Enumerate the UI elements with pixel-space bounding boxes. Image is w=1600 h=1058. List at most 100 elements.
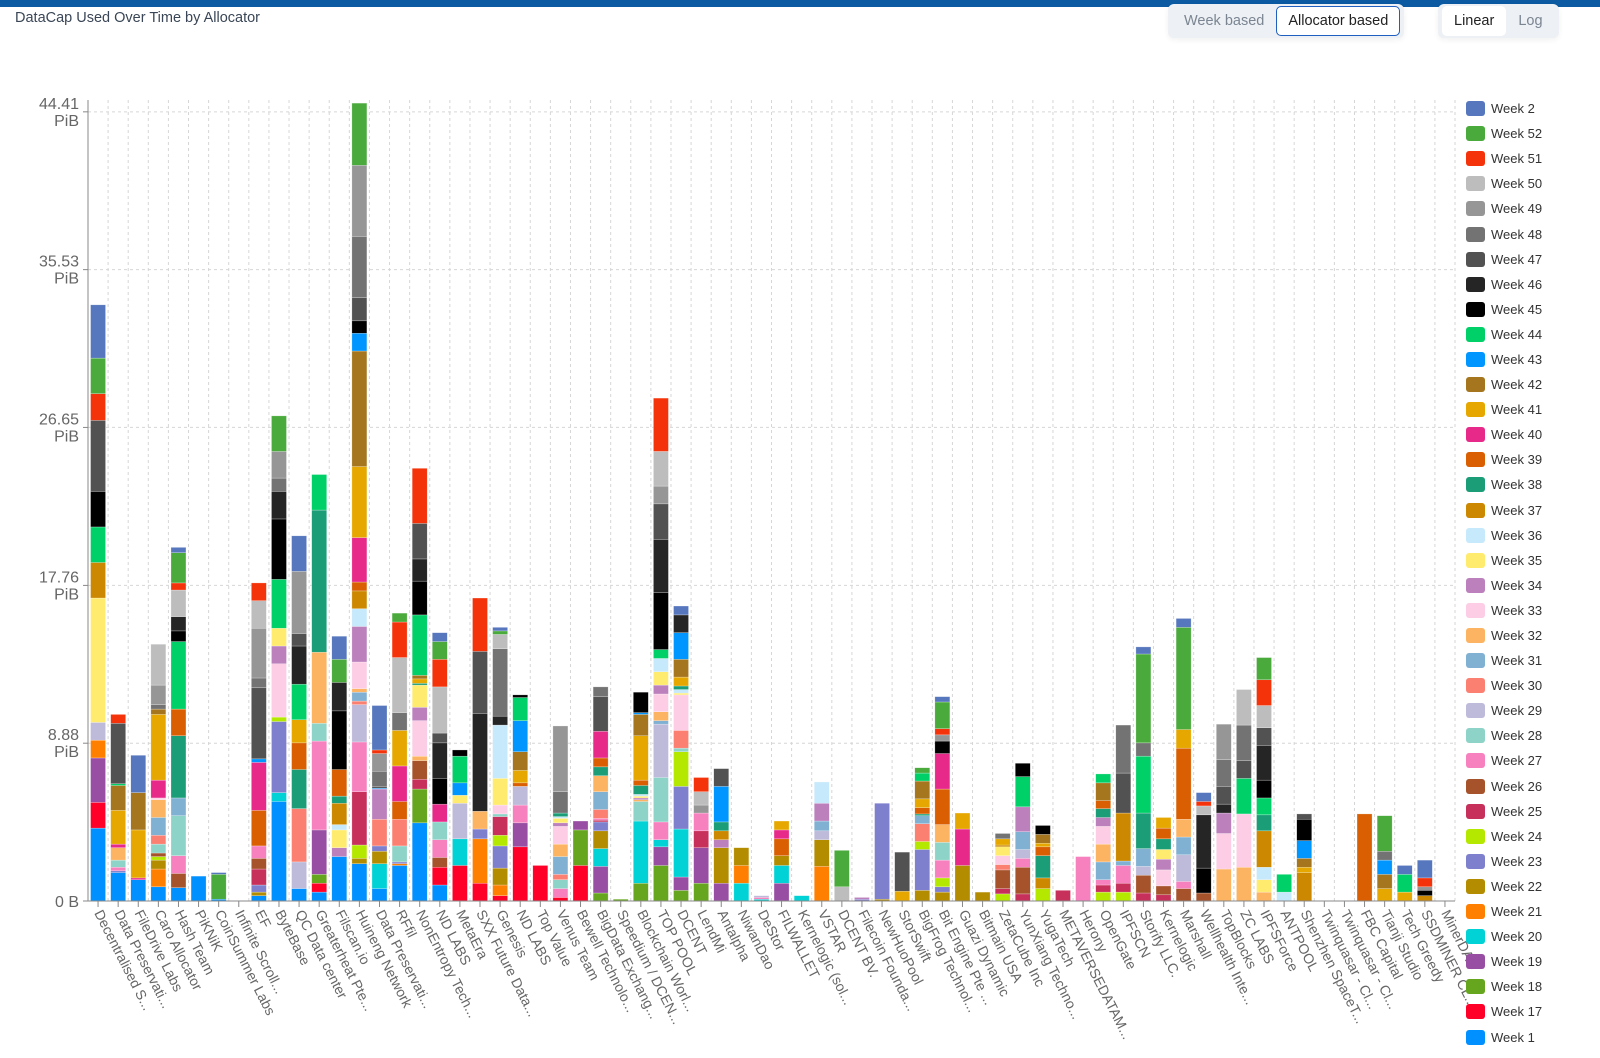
- legend-item[interactable]: Week 48: [1466, 221, 1542, 246]
- legend-item[interactable]: Week 45: [1466, 297, 1542, 322]
- bar-segment-week-47: [110, 723, 126, 784]
- legend-item[interactable]: Week 27: [1466, 748, 1542, 773]
- legend-item[interactable]: Week 50: [1466, 171, 1542, 196]
- bar-segment-week-32: [150, 799, 167, 818]
- bar-segment-week-42: [130, 792, 147, 831]
- bar-segment-week-32: [592, 775, 609, 792]
- legend-swatch: [1466, 326, 1485, 342]
- bar-segment-week-36: [1276, 891, 1292, 902]
- bar-segment-week-27: [432, 839, 448, 858]
- legend-item[interactable]: Week 32: [1466, 623, 1542, 648]
- bar-segment-week-39: [331, 769, 348, 797]
- bar-segment-week-34: [552, 822, 569, 827]
- legend-swatch: [1466, 126, 1485, 142]
- legend-item[interactable]: Week 28: [1466, 723, 1542, 748]
- legend-item[interactable]: Week 35: [1466, 548, 1542, 573]
- bar-segment-week-29: [90, 722, 106, 741]
- legend-item[interactable]: Week 39: [1466, 447, 1542, 472]
- bar-segment-week-23: [914, 849, 931, 891]
- legend-item[interactable]: Week 23: [1466, 849, 1542, 874]
- bar-segment-week-17: [90, 802, 106, 829]
- bar-segment-week-48: [994, 833, 1011, 840]
- bar-segment-week-27: [311, 740, 327, 831]
- bar-segment-week-47: [411, 523, 428, 560]
- legend-item[interactable]: Week 51: [1466, 146, 1542, 171]
- bar-segment-week-44: [1095, 773, 1111, 784]
- legend-item[interactable]: Week 47: [1466, 247, 1542, 272]
- bar-segment-week-50: [170, 589, 187, 617]
- legend-item[interactable]: Week 33: [1466, 598, 1542, 623]
- legend-item[interactable]: Week 21: [1466, 899, 1542, 924]
- bar-segment-week-41: [673, 676, 689, 687]
- legend-item[interactable]: Week 46: [1466, 272, 1542, 297]
- bar-segment-week-40: [954, 828, 971, 866]
- bar-segment-week-30: [371, 819, 388, 847]
- linear-scale-button[interactable]: Linear: [1442, 6, 1507, 36]
- bar-segment-week-29: [1175, 854, 1192, 882]
- legend-item[interactable]: Week 22: [1466, 874, 1542, 899]
- legend-label: Week 21: [1491, 904, 1543, 920]
- legend-item[interactable]: Week 41: [1466, 397, 1542, 422]
- legend-item[interactable]: Week 17: [1466, 999, 1542, 1024]
- legend-item[interactable]: Week 42: [1466, 372, 1542, 397]
- bar-segment-week-33: [411, 720, 428, 757]
- bar-stack: [1236, 689, 1252, 902]
- bar-segment-week-23: [492, 845, 508, 869]
- legend-swatch: [1466, 176, 1485, 192]
- bar-segment-week-27: [170, 855, 187, 874]
- bar-segment-week-44: [1236, 778, 1252, 815]
- bar-segment-week-52: [331, 659, 348, 683]
- legend-item[interactable]: Week 31: [1466, 648, 1542, 673]
- bar-segment-week-38: [411, 683, 428, 686]
- bar-segment-week-40: [934, 753, 951, 790]
- legend-item[interactable]: Week 30: [1466, 673, 1542, 698]
- bar-segment-week-49: [552, 725, 569, 792]
- bar-segment-week-22: [251, 891, 267, 896]
- bar-segment-week-31: [1135, 848, 1152, 867]
- legend-item[interactable]: Week 1: [1466, 1024, 1542, 1049]
- legend-item[interactable]: Week 52: [1466, 121, 1542, 146]
- bar-segment-week-32: [411, 755, 428, 761]
- bar-segment-week-26: [1135, 874, 1152, 894]
- bar-segment-week-23: [371, 845, 388, 852]
- bar-segment-week-45: [351, 320, 368, 334]
- bar-segment-week-43: [673, 632, 689, 660]
- legend-item[interactable]: Week 2: [1466, 96, 1542, 121]
- legend-item[interactable]: Week 40: [1466, 422, 1542, 447]
- legend-item[interactable]: Week 49: [1466, 196, 1542, 221]
- legend-item[interactable]: Week 37: [1466, 498, 1542, 523]
- bar-segment-week-19: [653, 846, 669, 866]
- bar-segment-week-35: [271, 627, 287, 647]
- legend-item[interactable]: Week 19: [1466, 949, 1542, 974]
- bar-segment-week-27: [251, 845, 267, 859]
- legend-item[interactable]: Week 18: [1466, 974, 1542, 999]
- chart-title: DataCap Used Over Time by Allocator: [15, 10, 260, 26]
- bar-segment-week-51: [1195, 801, 1212, 807]
- bar-segment-week-25: [1115, 882, 1132, 893]
- legend-item[interactable]: Week 36: [1466, 523, 1542, 548]
- allocator-based-button[interactable]: Allocator based: [1276, 6, 1401, 36]
- legend-item[interactable]: Week 34: [1466, 573, 1542, 598]
- bar-segment-week-21: [150, 868, 167, 888]
- bar-segment-week-44: [914, 772, 931, 782]
- week-based-button[interactable]: Week based: [1184, 13, 1265, 29]
- legend-item[interactable]: Week 38: [1466, 472, 1542, 497]
- y-tick-unit: PiB: [54, 113, 79, 130]
- legend-item[interactable]: Week 26: [1466, 774, 1542, 799]
- legend-item[interactable]: Week 25: [1466, 799, 1542, 824]
- legend-item[interactable]: Week 24: [1466, 824, 1542, 849]
- bar-segment-week-41: [351, 466, 368, 538]
- bar-segment-week-46: [271, 491, 287, 520]
- log-scale-button[interactable]: Log: [1518, 13, 1543, 29]
- legend-item[interactable]: Week 29: [1466, 698, 1542, 723]
- bar-segment-week-30: [552, 874, 569, 880]
- bar-segment-week-27: [1115, 865, 1132, 884]
- bar-stack: [251, 582, 267, 902]
- legend-item[interactable]: Week 44: [1466, 322, 1542, 347]
- legend-item[interactable]: Week 20: [1466, 924, 1542, 949]
- bar-segment-week-45: [432, 778, 448, 805]
- bar-segment-week-28: [673, 747, 689, 752]
- legend-swatch: [1466, 853, 1485, 869]
- legend-item[interactable]: Week 43: [1466, 347, 1542, 372]
